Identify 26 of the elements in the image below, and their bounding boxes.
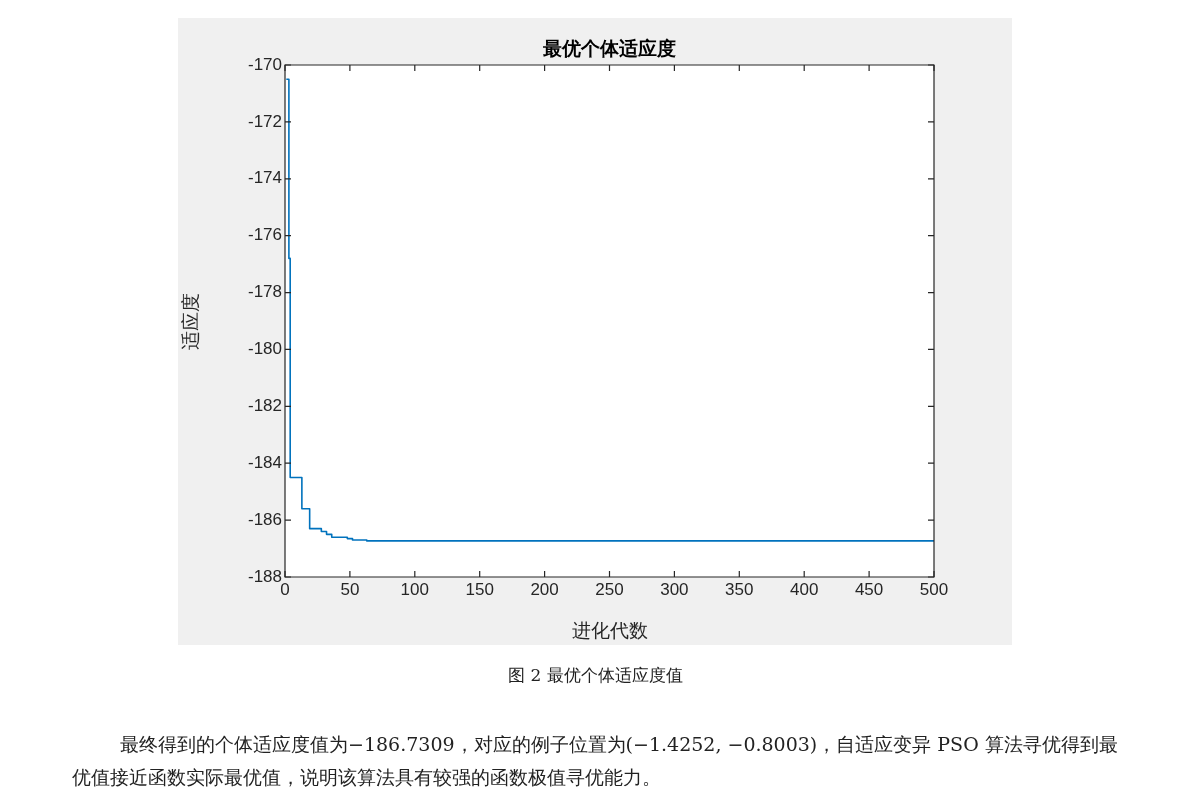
y-tick-label: -172 xyxy=(247,111,282,131)
y-tick-label: -188 xyxy=(247,566,282,586)
y-tick-label: -180 xyxy=(247,339,282,359)
chart-title: 最优个体适应度 xyxy=(542,37,676,59)
x-tick-label: 0 xyxy=(280,579,290,599)
y-tick-label: -186 xyxy=(247,509,282,529)
y-tick-label: -174 xyxy=(247,168,282,188)
x-axis-title: 进化代数 xyxy=(571,619,648,641)
x-tick-label: 400 xyxy=(790,579,819,599)
y-tick-label: -170 xyxy=(247,54,282,74)
x-tick-label: 200 xyxy=(530,579,559,599)
x-tick-label: 450 xyxy=(854,579,884,599)
x-tick-label: 500 xyxy=(919,579,949,599)
x-tick-label: 150 xyxy=(465,579,494,599)
x-tick-label: 350 xyxy=(725,579,754,599)
y-tick-label: -176 xyxy=(247,225,282,245)
x-tick-label: 300 xyxy=(660,579,689,599)
x-tick-label: 250 xyxy=(595,579,624,599)
y-tick-label: -182 xyxy=(247,396,282,416)
y-axis-title: 适应度 xyxy=(179,292,201,350)
y-tick-label: -178 xyxy=(247,282,282,302)
text: 最终得到的个体适应度值为−186.7309，对应的例子位置为(−1.4252, −0.8003)，自适应变异 PSO 算法寻优得到最优值接近函数实际最优值，说明该算法具有较强的函数极值寻优能力。 xyxy=(72,732,1119,790)
x-tick-label: 100 xyxy=(400,579,429,599)
y-tick-label: -184 xyxy=(247,452,282,472)
caption: 图 2 最优个体适应度值 xyxy=(507,664,684,687)
x-tick-label: 50 xyxy=(340,579,360,599)
